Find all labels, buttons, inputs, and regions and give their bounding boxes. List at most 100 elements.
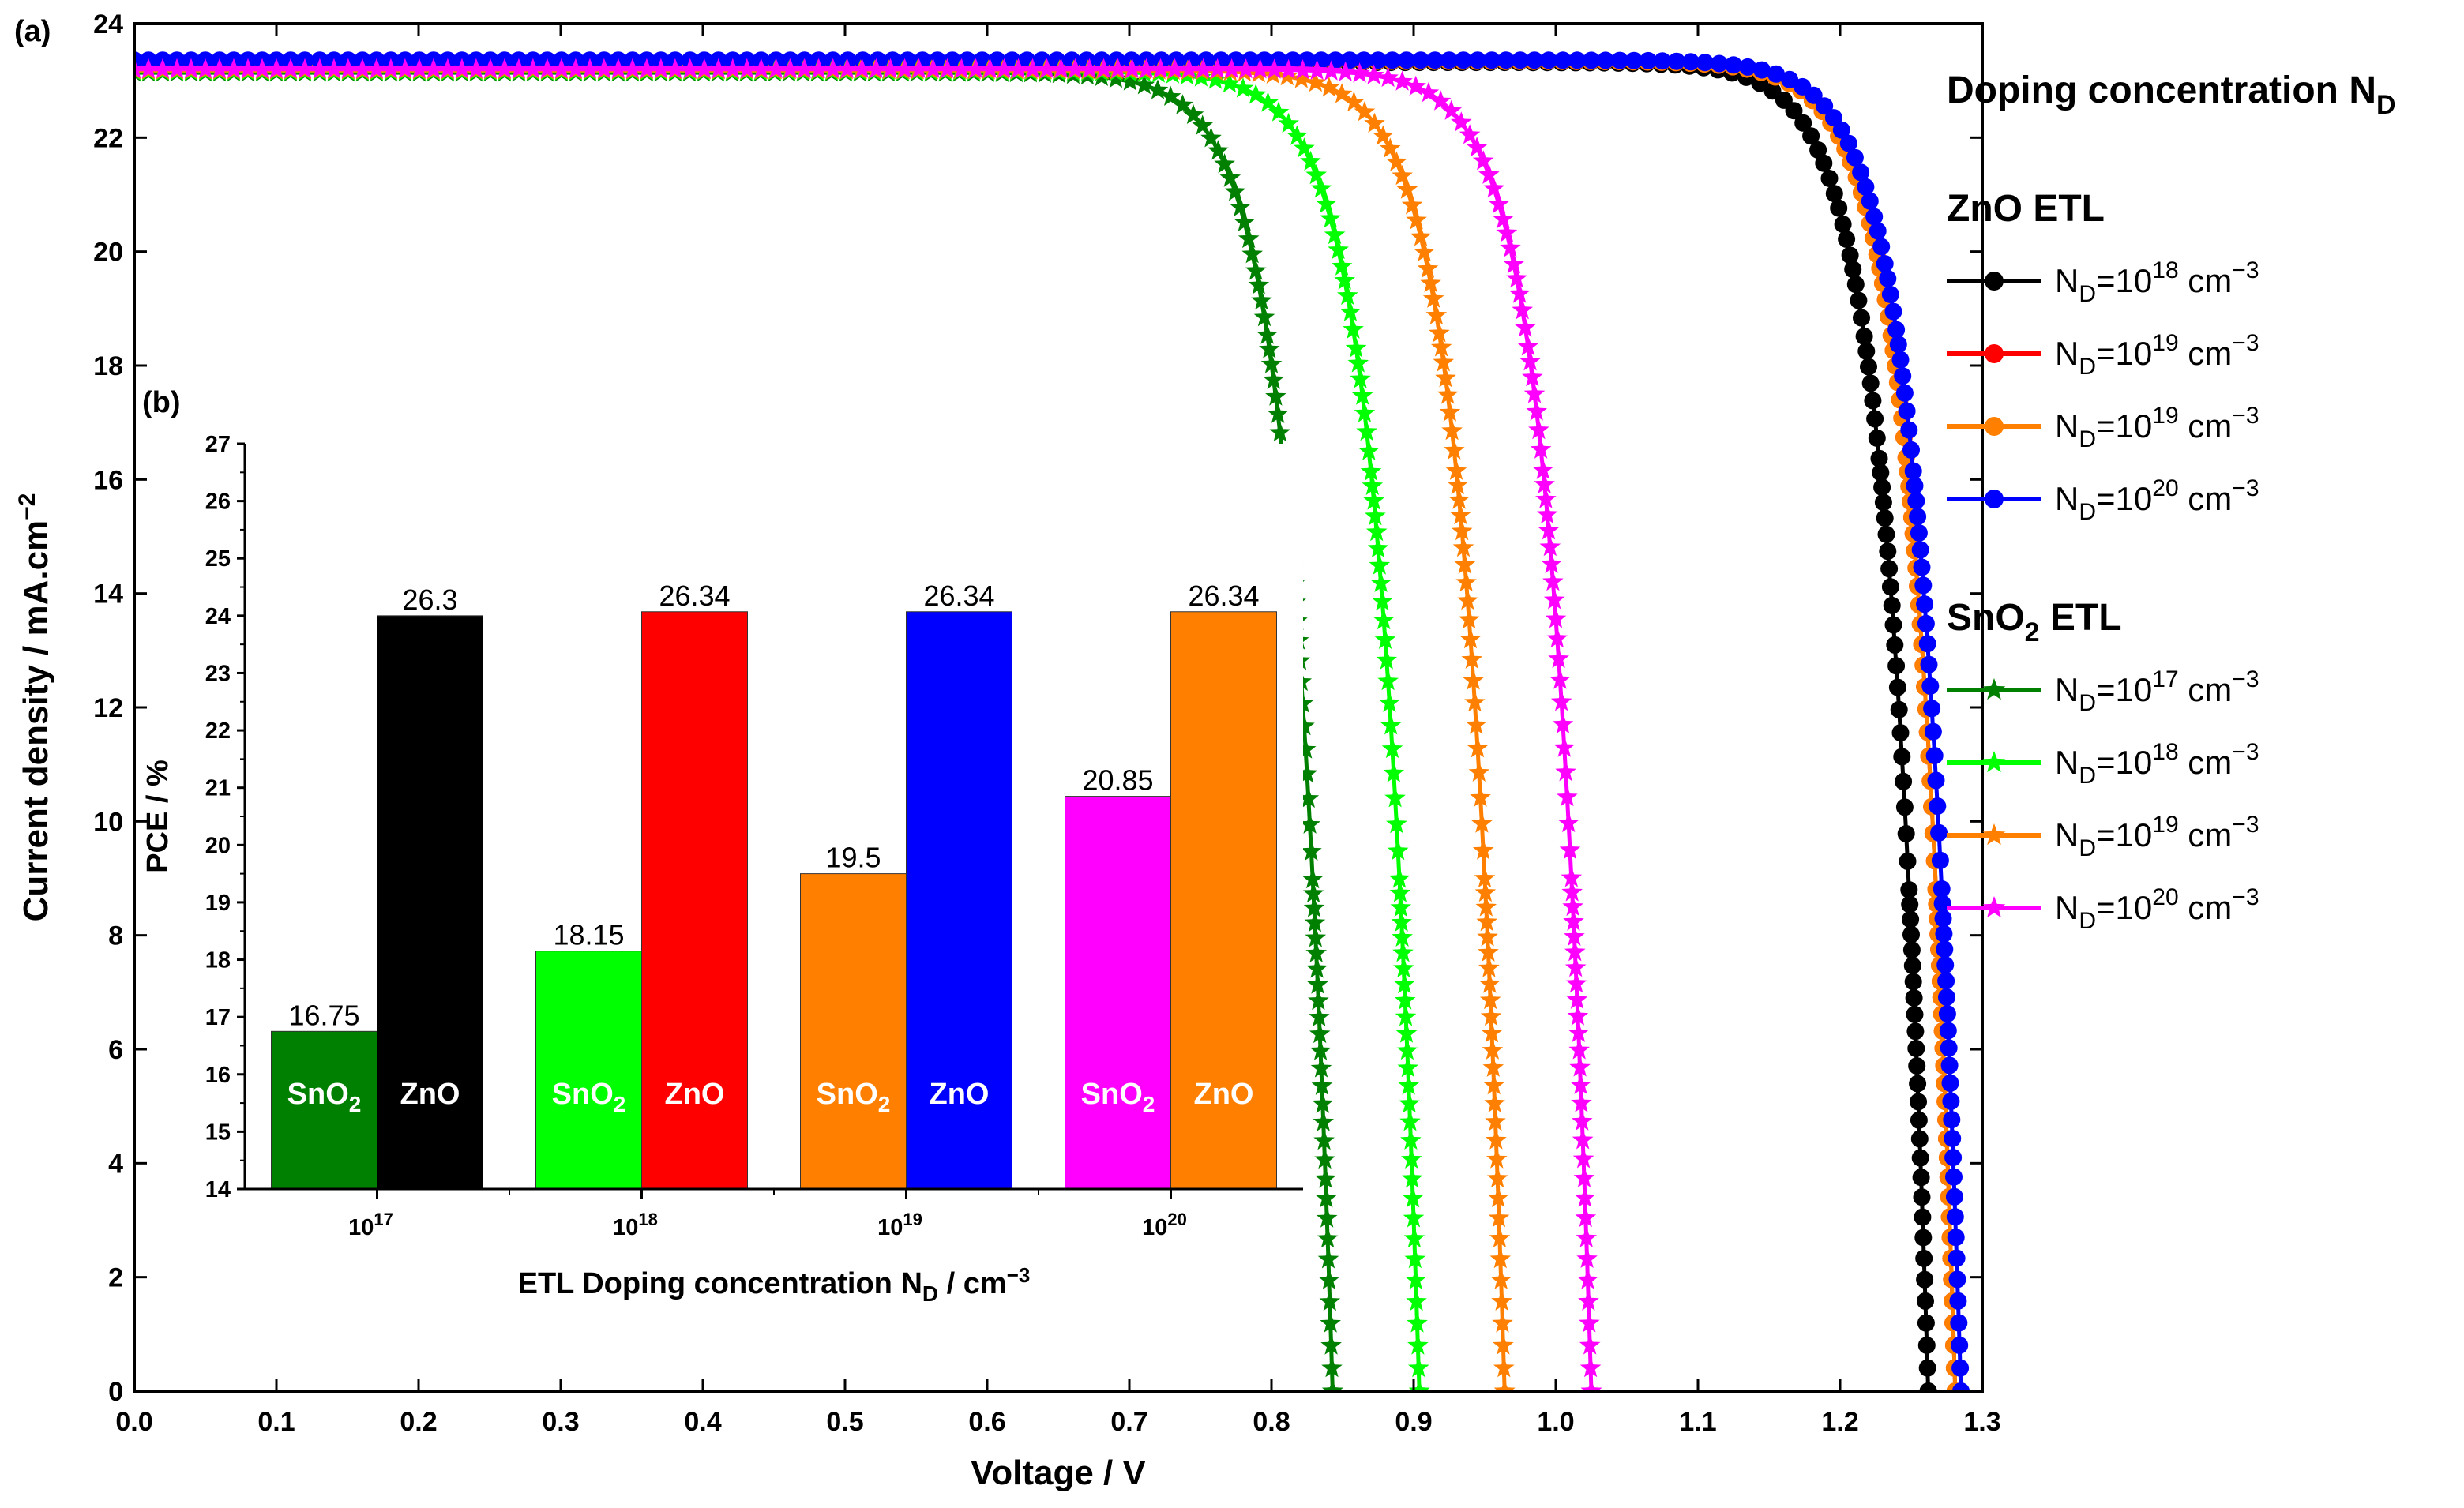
bar-series-label: ZnO <box>665 1078 725 1111</box>
data-point-6 <box>1470 786 1491 807</box>
data-point-6 <box>1437 384 1459 404</box>
data-point-7 <box>664 58 686 79</box>
data-point-3 <box>1725 56 1742 74</box>
data-point-5 <box>1369 554 1391 575</box>
data-point-0 <box>1870 449 1888 467</box>
data-point-3 <box>1909 508 1927 526</box>
data-point-7 <box>1136 58 1157 79</box>
data-point-7 <box>779 58 801 79</box>
data-point-5 <box>1384 787 1406 808</box>
data-point-4 <box>1303 897 1325 917</box>
data-point-3 <box>1907 492 1925 510</box>
data-point-3 <box>1936 940 1954 958</box>
data-point-4 <box>1248 274 1270 294</box>
data-point-7 <box>1550 691 1572 711</box>
data-point-4 <box>1309 1022 1331 1044</box>
y-tick-label-b: 20 <box>205 833 231 858</box>
data-point-4 <box>1299 813 1320 834</box>
data-point-0 <box>1912 1169 1930 1187</box>
data-point-0 <box>1785 102 1803 120</box>
data-point-3 <box>1949 1292 1967 1310</box>
data-point-7 <box>1488 193 1510 214</box>
data-point-7 <box>1570 1074 1591 1094</box>
data-point-7 <box>880 58 901 79</box>
data-point-3 <box>1931 851 1949 869</box>
data-point-7 <box>1579 1334 1601 1355</box>
data-point-5 <box>1372 590 1393 611</box>
data-point-7 <box>1568 1039 1590 1060</box>
data-point-6 <box>1485 1110 1506 1131</box>
bar-series-label-text: ZnO <box>400 1078 460 1111</box>
data-point-5 <box>1394 989 1416 1010</box>
data-point-3 <box>1938 988 1955 1007</box>
data-point-5 <box>1395 1006 1417 1026</box>
data-point-4 <box>1256 324 1278 344</box>
data-point-3 <box>1839 134 1857 152</box>
data-point-5 <box>1367 537 1389 558</box>
data-point-0 <box>1850 291 1868 309</box>
legend-heading-rest: ETL <box>2040 597 2122 639</box>
data-point-0 <box>1903 957 1921 975</box>
data-point-7 <box>1553 737 1576 757</box>
legend-text-sup: 18 <box>2152 257 2178 283</box>
data-point-5 <box>1399 1093 1420 1113</box>
data-point-5 <box>1300 150 1321 171</box>
series-markers-7 <box>134 58 1602 1391</box>
data-point-6 <box>1386 151 1407 171</box>
data-point-0 <box>1872 463 1890 482</box>
y-tick-label-a: 0 <box>108 1377 123 1407</box>
data-point-4 <box>1265 385 1286 406</box>
data-point-4 <box>1301 868 1324 889</box>
data-point-7 <box>822 58 843 79</box>
legend-item: ND=1020 cm−3 <box>1947 884 2259 934</box>
data-point-5 <box>1232 77 1254 98</box>
data-point-3 <box>1611 51 1628 69</box>
data-point-3 <box>1935 925 1953 943</box>
data-point-4 <box>1317 1228 1339 1248</box>
y-tick-label-a: 4 <box>108 1149 123 1179</box>
legend-text-unit: cm <box>2179 816 2233 853</box>
legend-text-unit: cm <box>2179 889 2233 926</box>
y-tick-label-b: 22 <box>205 718 231 744</box>
data-point-4 <box>1309 1006 1330 1026</box>
data-point-7 <box>1579 1356 1602 1378</box>
data-point-7 <box>1557 812 1579 833</box>
x-tick-sup: 20 <box>1167 1210 1186 1229</box>
data-point-6 <box>1474 867 1496 888</box>
data-point-7 <box>1079 58 1100 79</box>
data-point-7 <box>366 58 388 79</box>
data-point-3 <box>1711 54 1728 73</box>
data-point-5 <box>1343 318 1364 339</box>
data-point-7 <box>1552 713 1574 733</box>
legend-text-unit: cm <box>2179 480 2233 517</box>
legend-swatch-marker <box>1985 272 2004 291</box>
data-point-7 <box>251 58 273 79</box>
data-point-7 <box>1451 111 1472 132</box>
data-point-3 <box>1934 910 1952 928</box>
legend-item: ND=1019 cm−3 <box>1947 330 2259 380</box>
legend-text-prefix: N <box>2055 671 2079 708</box>
data-point-4 <box>1298 787 1320 808</box>
data-point-7 <box>1528 418 1549 440</box>
legend-label: ND=1017 cm−3 <box>2055 666 2259 716</box>
legend-text-unit-sup: −3 <box>2232 257 2259 283</box>
bar-series-label-sub: 2 <box>878 1092 891 1116</box>
legend-text-sup: 17 <box>2152 666 2178 692</box>
data-point-5 <box>1391 911 1412 932</box>
data-point-4 <box>1119 70 1141 91</box>
y-tick-label-b: 27 <box>205 432 231 457</box>
data-point-6 <box>1482 1039 1504 1060</box>
chart-b: 16.75SnO226.3ZnO18.15SnO226.34ZnO19.5SnO… <box>141 386 1303 1306</box>
data-point-0 <box>1906 1005 1924 1023</box>
data-point-0 <box>1899 852 1917 870</box>
data-point-6 <box>1472 839 1494 860</box>
data-point-7 <box>1535 488 1557 508</box>
data-point-0 <box>1887 657 1906 675</box>
x-tick-label-a: 1.2 <box>1821 1407 1858 1437</box>
data-point-5 <box>1339 301 1362 321</box>
data-point-3 <box>1944 1130 1962 1147</box>
legend-text-sub: D <box>2079 835 2096 861</box>
data-point-3 <box>1889 336 1907 354</box>
x-tick-sup: 19 <box>903 1210 922 1229</box>
data-point-4 <box>1267 403 1289 423</box>
